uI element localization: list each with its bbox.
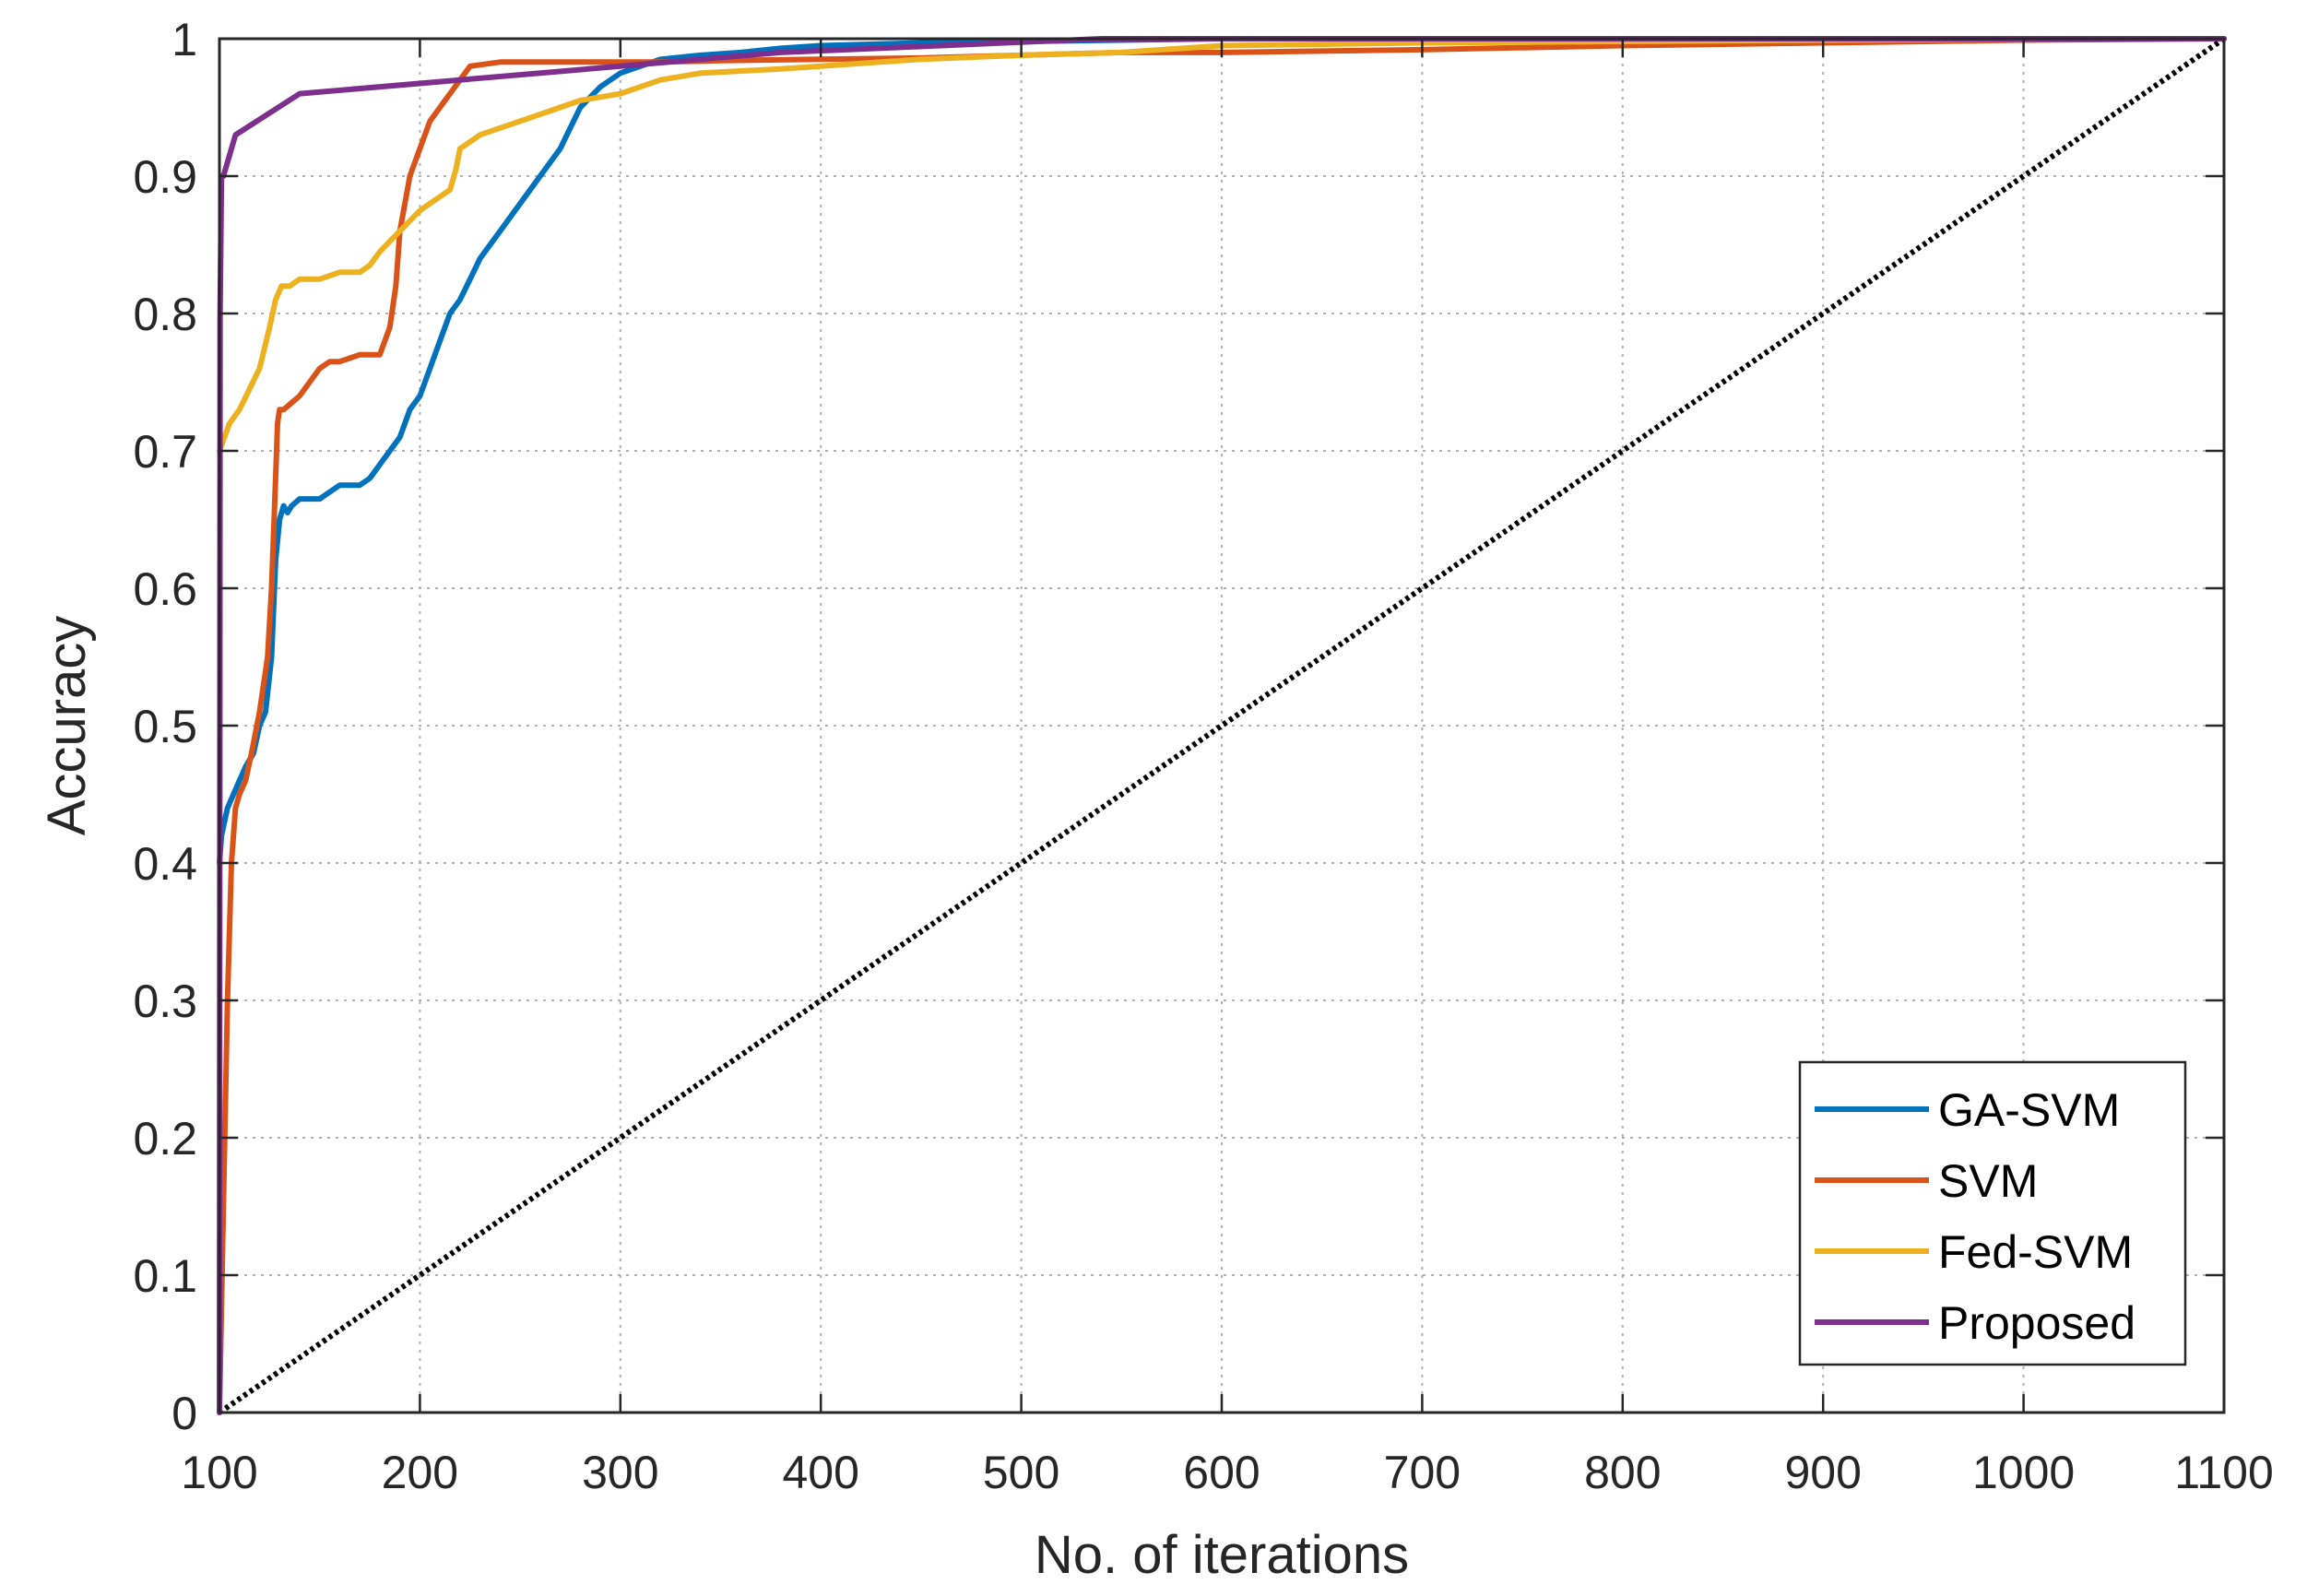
y-tick-label: 0.6 [133, 563, 197, 615]
y-tick-label: 0.3 [133, 975, 197, 1027]
x-tick-label: 100 [181, 1447, 257, 1498]
x-tick-label: 900 [1784, 1447, 1861, 1498]
legend: GA-SVM SVM Fed-SVM Proposed [1798, 1060, 2187, 1366]
x-tick-label: 700 [1384, 1447, 1461, 1498]
x-tick-label: 600 [1183, 1447, 1260, 1498]
x-tick-label: 800 [1584, 1447, 1661, 1498]
series-line-fed-svm [217, 36, 2227, 454]
legend-label: Fed-SVM [1938, 1226, 2133, 1278]
y-tick-label: 0.2 [133, 1113, 197, 1164]
y-tick-label: 0.1 [133, 1250, 197, 1302]
x-axis-label: No. of iterations [1035, 1525, 1409, 1585]
y-tick-label: 1 [172, 14, 197, 65]
y-tick-label: 0.4 [133, 838, 197, 890]
tick-labels: 100 200 300 400 500 600 700 800 900 1000 1100 0 0.1 0… [133, 14, 2273, 1498]
y-tick-label: 0.8 [133, 289, 197, 340]
x-tick-label: 300 [582, 1447, 658, 1498]
legend-label: GA-SVM [1938, 1084, 2120, 1136]
y-tick-label: 0.5 [133, 701, 197, 752]
legend-box [1798, 1060, 2187, 1366]
x-tick-label: 1000 [1972, 1447, 2075, 1498]
ticks [218, 37, 2226, 1414]
legend-label: SVM [1938, 1155, 2038, 1207]
x-tick-label: 400 [782, 1447, 858, 1498]
y-tick-label: 0 [172, 1388, 197, 1439]
y-tick-label: 0.7 [133, 426, 197, 478]
legend-label: Proposed [1938, 1297, 2135, 1349]
y-axis-label: Accuracy [37, 616, 97, 836]
x-tick-label: 500 [983, 1447, 1059, 1498]
x-tick-label: 1100 [2174, 1447, 2274, 1498]
y-tick-label: 0.9 [133, 151, 197, 203]
x-tick-label: 200 [382, 1447, 458, 1498]
